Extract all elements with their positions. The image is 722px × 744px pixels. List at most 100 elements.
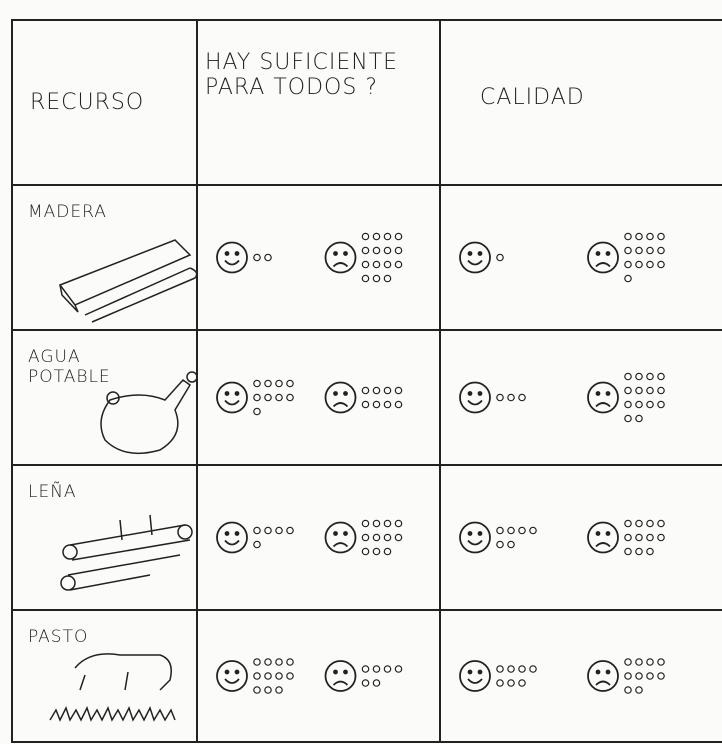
pebble-count — [361, 386, 403, 409]
eye — [467, 251, 473, 256]
pebble — [253, 540, 261, 549]
pebble — [635, 386, 643, 395]
pebble — [657, 533, 665, 542]
pebble — [657, 658, 665, 666]
pebble-count — [624, 519, 665, 556]
pebble-count — [253, 253, 272, 262]
eye — [333, 531, 338, 536]
pebble — [383, 260, 392, 269]
pebble — [646, 658, 654, 666]
pebble — [635, 414, 643, 423]
face-outline — [216, 660, 248, 692]
pebble — [275, 526, 283, 535]
mouth — [467, 259, 483, 266]
pebble — [624, 260, 632, 269]
pebble — [624, 232, 632, 241]
eye — [477, 251, 483, 256]
pebble — [383, 386, 392, 395]
eye — [333, 669, 338, 675]
eye — [343, 531, 348, 536]
happy-face — [459, 521, 491, 554]
pebble — [394, 665, 403, 673]
eye — [605, 531, 611, 536]
pebble — [264, 658, 272, 666]
pebble — [657, 260, 665, 269]
eye — [224, 669, 230, 675]
pebble — [496, 665, 504, 673]
happy-face — [459, 241, 491, 274]
pebble — [496, 526, 504, 535]
face-outline — [587, 521, 619, 554]
face-outline — [324, 660, 357, 692]
pebble — [372, 386, 381, 395]
pebble — [383, 665, 392, 673]
pebble — [646, 547, 654, 556]
pebble — [286, 379, 294, 388]
pebble — [496, 253, 504, 262]
pebble — [507, 679, 515, 687]
pebble — [657, 400, 665, 409]
pebble — [496, 540, 504, 549]
pebble — [275, 379, 283, 388]
pebble — [361, 260, 370, 269]
pebble — [372, 547, 381, 556]
pebble — [635, 672, 643, 680]
pebble — [624, 547, 632, 556]
pebble — [624, 414, 632, 423]
pebble-count — [624, 372, 665, 423]
face-outline — [216, 241, 248, 274]
happy-face — [459, 660, 491, 692]
pebble — [507, 665, 515, 673]
pebble — [383, 246, 392, 255]
pebble — [657, 519, 665, 528]
happy-face — [216, 521, 248, 554]
pebble — [394, 260, 403, 269]
face-outline — [324, 241, 357, 274]
pebble — [372, 679, 381, 687]
pebble — [361, 665, 370, 673]
wood-plank-drawing — [58, 239, 198, 323]
pebble — [624, 658, 632, 666]
pebble — [646, 246, 654, 255]
sad-face — [324, 381, 357, 414]
pebble — [383, 232, 392, 241]
pebble — [264, 253, 272, 262]
sad-face — [587, 660, 619, 692]
pebble — [635, 246, 643, 255]
pebble-count — [253, 379, 294, 416]
mouth — [595, 262, 611, 268]
mouth — [595, 680, 611, 686]
happy-face — [459, 381, 491, 414]
pebble-count — [624, 232, 665, 283]
eye — [477, 391, 483, 396]
pebble — [507, 393, 515, 402]
sad-face — [324, 660, 357, 692]
sad-face — [324, 241, 357, 274]
pebble — [361, 519, 370, 528]
pebble — [361, 679, 370, 687]
pebble — [275, 658, 283, 666]
sad-face — [587, 241, 619, 274]
pebble — [361, 232, 370, 241]
pebble-count — [624, 658, 665, 694]
pebble — [635, 260, 643, 269]
pebble — [264, 686, 272, 694]
pebble — [624, 274, 632, 283]
eye — [343, 251, 348, 256]
happy-face — [216, 381, 248, 414]
pebble — [657, 386, 665, 395]
pebble — [657, 372, 665, 381]
pebble — [507, 540, 515, 549]
pebble — [646, 372, 654, 381]
pebble — [253, 393, 261, 402]
pebble — [394, 386, 403, 395]
mouth — [467, 678, 483, 684]
pebble — [264, 526, 272, 535]
face-outline — [587, 381, 619, 414]
eye — [467, 669, 473, 675]
mouth — [467, 539, 483, 546]
pebble — [657, 232, 665, 241]
pebble — [264, 379, 272, 388]
